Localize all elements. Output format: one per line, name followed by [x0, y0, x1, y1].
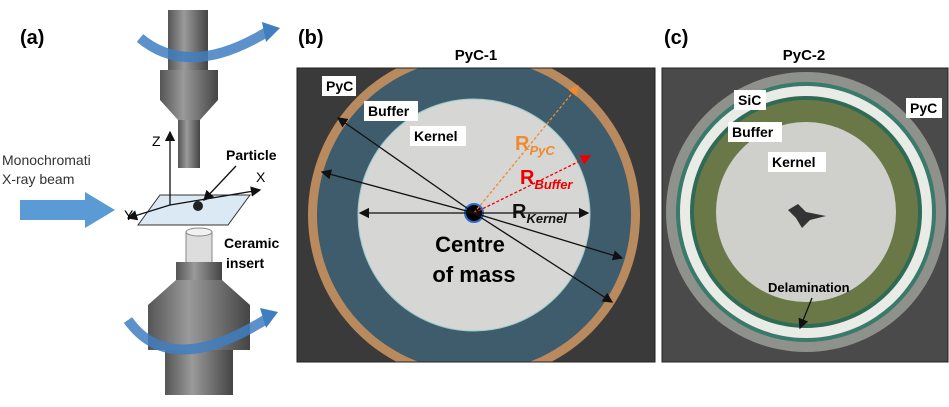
layer-label: SiC	[738, 92, 761, 108]
micrograph	[662, 68, 948, 362]
holder-taper	[160, 70, 218, 120]
layer-label: Buffer	[368, 103, 410, 119]
insert-label: insert	[226, 255, 264, 271]
layer-label: PyC	[910, 100, 937, 116]
panel-a: (a) Z X Y Particle Monochromati X-ray be…	[2, 10, 280, 395]
holder-base	[165, 350, 233, 395]
layer-label: PyC	[326, 78, 353, 94]
panel-b: (b) PyC-1 PyC Buffer Kernel RPyC RBuffer…	[297, 27, 655, 381]
centre-label: of mass	[432, 262, 515, 287]
layer-label: Kernel	[414, 128, 458, 144]
layer-label: Buffer	[732, 124, 774, 140]
panel-label: (b)	[298, 27, 324, 49]
axis-label: Y	[124, 207, 134, 223]
panel-title: PyC-2	[783, 47, 826, 64]
insert-top	[186, 228, 212, 236]
beam-label: Monochromati	[2, 152, 91, 168]
panel-label: (c)	[664, 27, 688, 49]
holder-bottom	[176, 262, 222, 280]
annotation: Delamination	[768, 280, 850, 295]
insert-label: Ceramic	[224, 235, 279, 251]
figure: (a) Z X Y Particle Monochromati X-ray be…	[0, 0, 949, 407]
particle-label: Particle	[226, 147, 277, 163]
panel-c: (c) PyC-2 SiC PyC Buffer Kernel Delamina…	[662, 27, 948, 362]
holder-tip	[178, 120, 200, 168]
panel-label: (a)	[20, 27, 44, 49]
panel-title: PyC-1	[455, 47, 498, 64]
axis-label: Z	[152, 133, 161, 149]
beam-label: X-ray beam	[2, 171, 74, 187]
beam-arrow	[20, 192, 115, 228]
centre-label: Centre	[435, 232, 505, 257]
particle	[193, 201, 203, 211]
layer-label: Kernel	[772, 154, 816, 170]
axis-label: X	[256, 169, 266, 185]
